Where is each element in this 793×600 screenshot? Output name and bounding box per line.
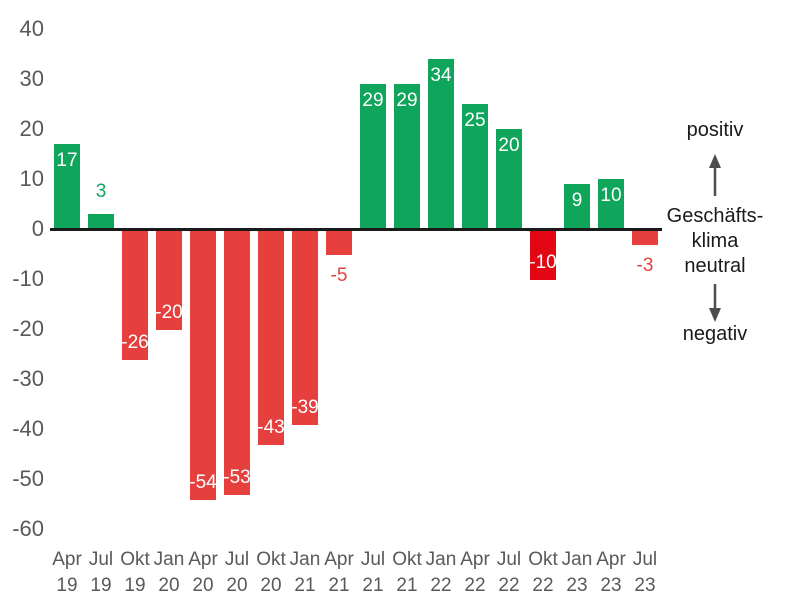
bar-value-label: 29 [362,90,384,111]
x-axis-label: Jan 23 [561,549,593,596]
x-axis-label: Apr 22 [460,549,490,596]
bar-jan-23 [564,184,590,229]
bar-apr-19 [54,144,80,229]
x-axis-label: Okt 20 [256,549,286,596]
arrow-down-icon [652,284,778,324]
bar-jul-19 [88,214,114,229]
y-axis-tick-label: -10 [12,266,44,291]
bar-apr-21 [326,230,352,255]
y-axis-tick-label: -60 [12,516,44,541]
bar-value-label: -39 [291,397,319,418]
bar-value-label: -54 [189,472,217,493]
bar-jan-20 [156,230,182,330]
x-axis-label: Jul 20 [224,549,250,596]
x-axis-label: Jul 22 [496,549,522,596]
bar-jan-22 [428,59,454,229]
bar-jul-21 [360,84,386,229]
bar-value-label: 3 [95,181,107,202]
y-axis-tick-label: 40 [19,16,44,41]
x-axis-label: Okt 21 [392,549,422,596]
bar-value-label: -20 [155,302,183,323]
zero-axis-line [50,228,662,231]
x-axis-label: Jan 20 [153,549,185,596]
arrow-up-icon [652,154,778,198]
y-axis-tick-label: -30 [12,366,44,391]
x-axis-label: Okt 22 [528,549,558,596]
x-axis-label: Apr 23 [596,549,626,596]
bar-value-label: 29 [396,90,418,111]
bar-apr-22 [462,104,488,229]
y-axis-tick-label: -50 [12,466,44,491]
bar-value-label: -43 [257,417,285,438]
bar-value-label: 34 [430,65,452,86]
bar-value-label: 9 [571,190,583,211]
positiv-label: positiv [686,119,744,141]
x-axis-label: Jul 21 [360,549,386,596]
bar-value-label: -5 [330,265,348,286]
bar-value-label: 20 [498,135,520,156]
x-axis-label: Apr 20 [188,549,218,596]
bar-jul-20 [224,230,250,495]
bar-okt-21 [394,84,420,229]
x-axis-label: Jan 22 [425,549,457,596]
bar-apr-23 [598,179,624,229]
y-axis-tick-label: -40 [12,416,44,441]
bar-value-label: -26 [121,332,149,353]
bar-jul-22 [496,129,522,229]
x-axis-label: Apr 19 [52,549,82,596]
x-axis-label: Jul 19 [88,549,114,596]
y-axis-tick-label: -20 [12,316,44,341]
bar-okt-22 [530,230,556,280]
bar-value-label: 17 [56,150,78,171]
y-axis-tick-label: 30 [19,66,44,91]
bar-jan-21 [292,230,318,425]
bar-okt-19 [122,230,148,360]
bar-value-label: -53 [223,467,251,488]
negativ-label: negativ [682,323,748,345]
x-axis-label: Jul 23 [632,549,658,596]
bar-value-label: 25 [464,110,486,131]
bar-apr-20 [190,230,216,500]
bar-value-label: -10 [529,252,557,273]
bar-value-label: -3 [636,255,654,276]
bar-jul-23 [632,230,658,245]
bar-value-label: 10 [600,185,622,206]
x-axis-label: Okt 19 [120,549,150,596]
bar-okt-20 [258,230,284,445]
x-axis-label: Apr 21 [324,549,354,596]
x-axis-label: Jan 21 [289,549,321,596]
y-axis-tick-label: 0 [31,216,44,241]
y-axis-tick-label: 20 [19,116,44,141]
y-axis-tick-label: 10 [19,166,44,191]
geschaeftsklima-neutral-label: Geschäfts- klima neutral [666,205,764,277]
